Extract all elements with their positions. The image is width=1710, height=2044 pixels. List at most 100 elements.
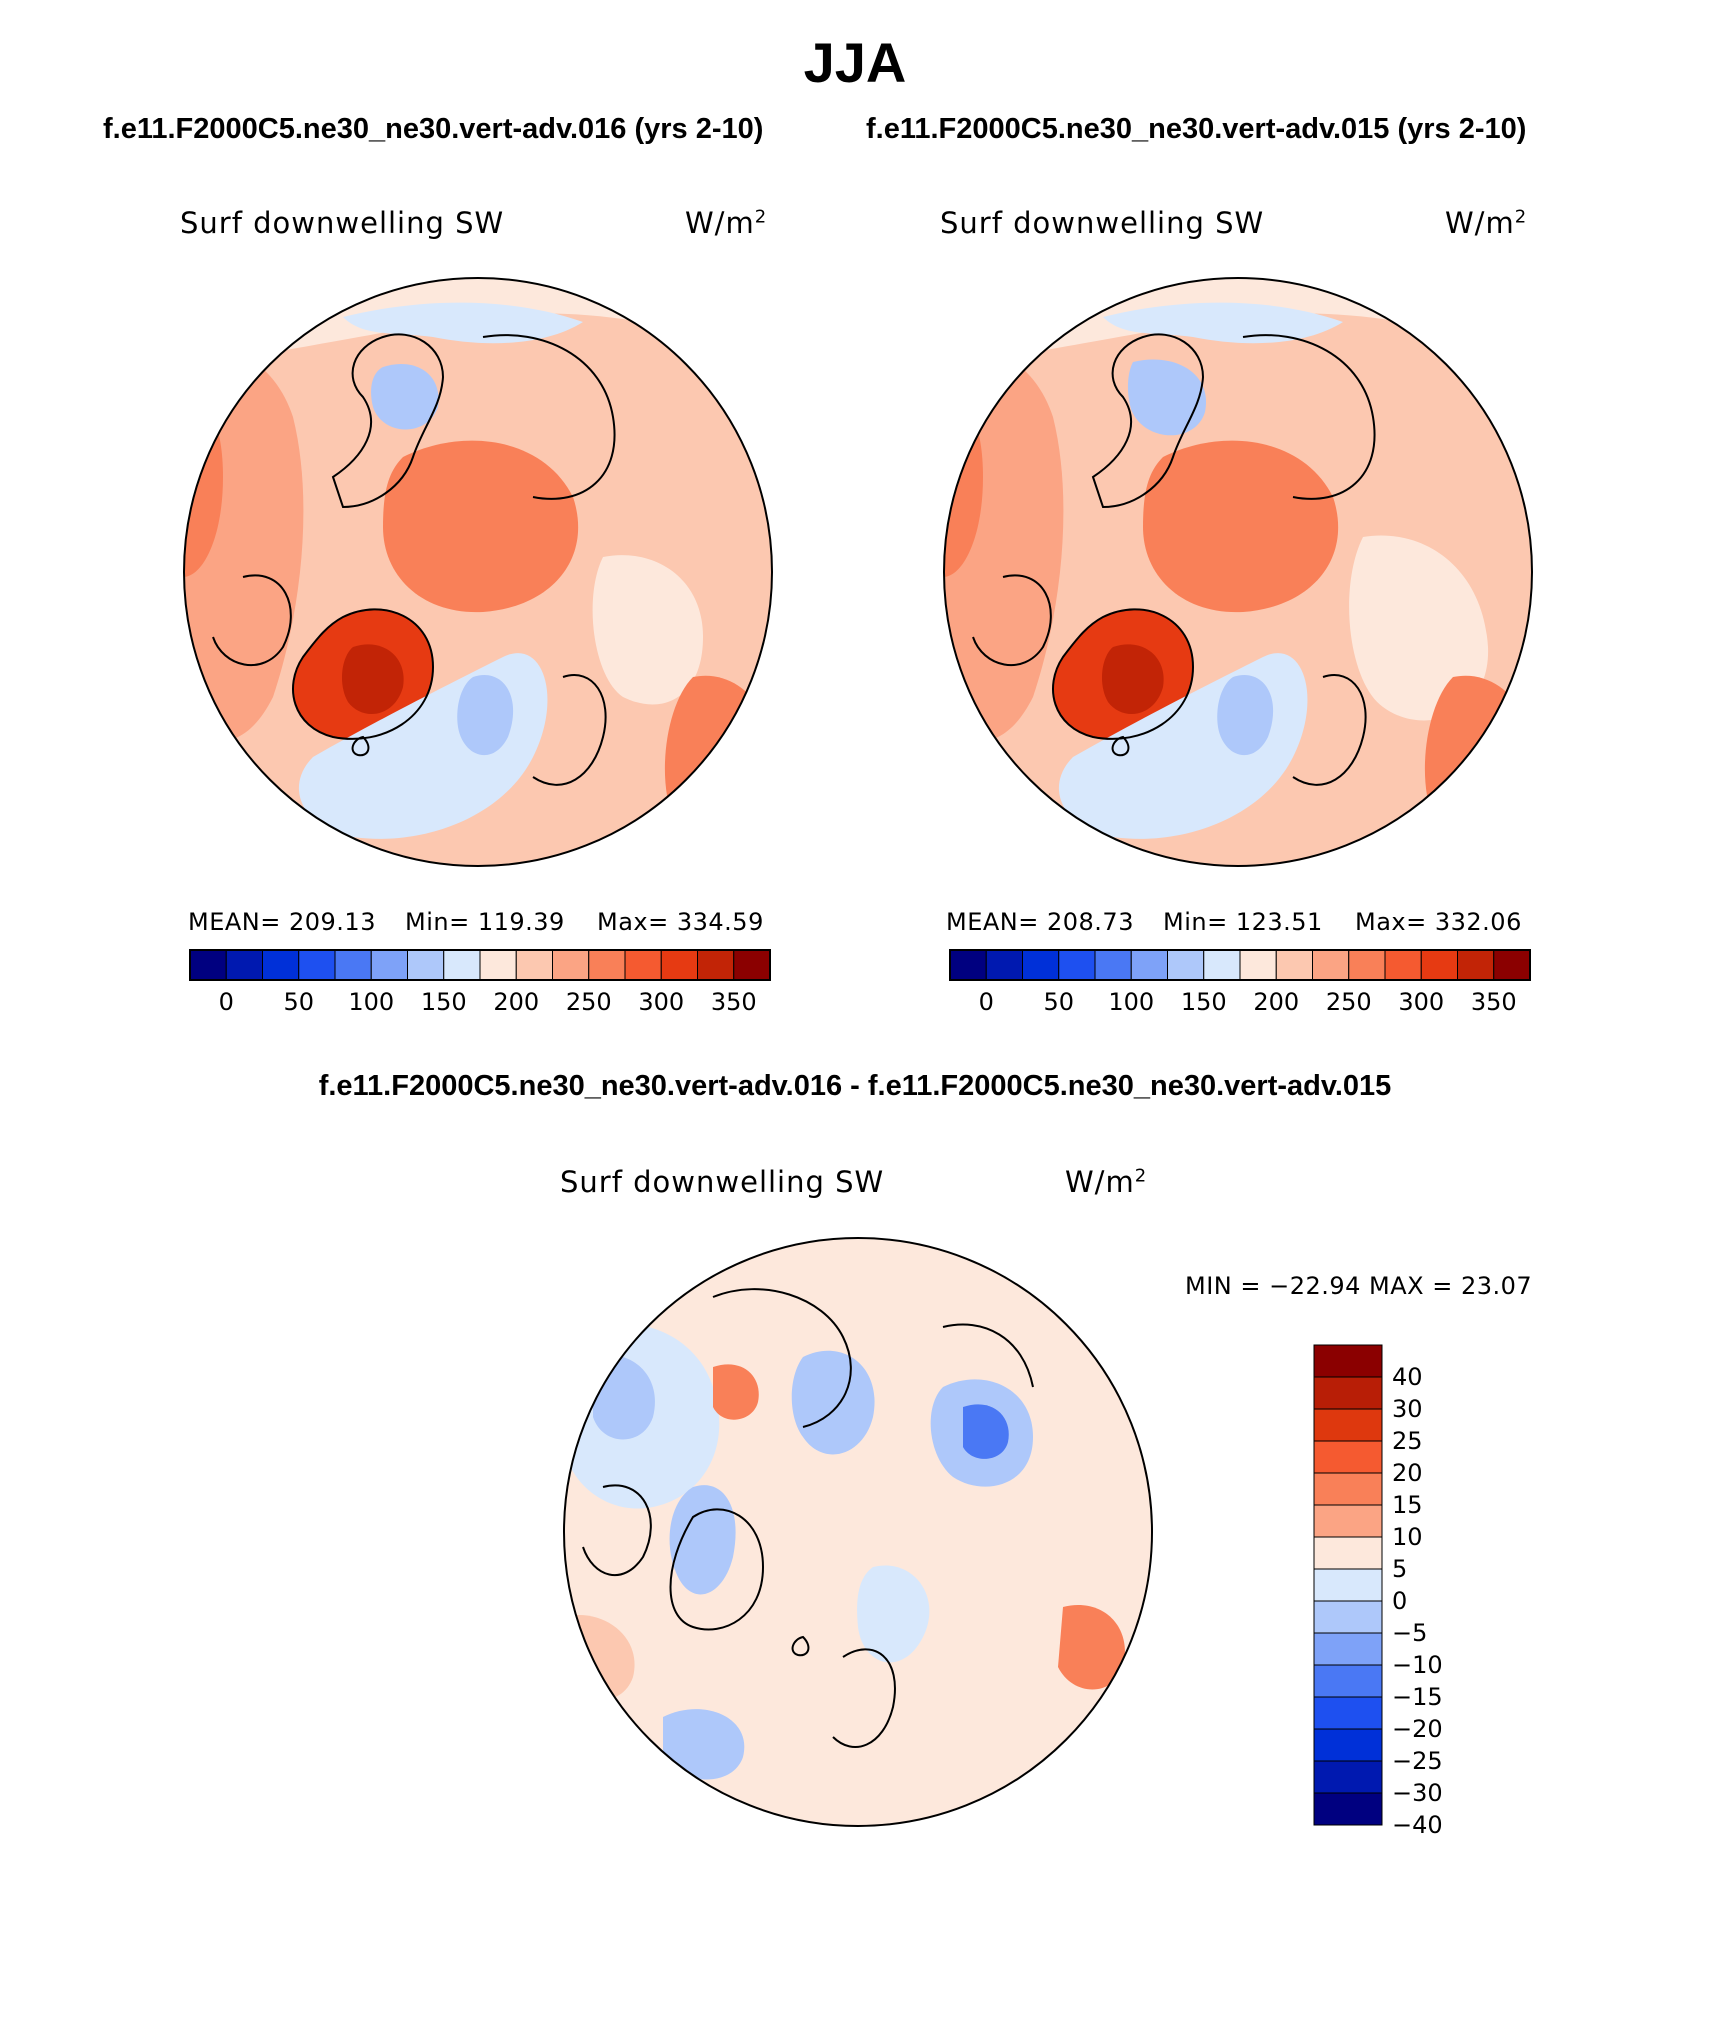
colorbar-diff-swatch-4 (1313, 1472, 1383, 1506)
colorbar1-outline (189, 949, 771, 981)
colorbar-diff-tick-label: −25 (1392, 1747, 1443, 1775)
diff-blue-region-3 (791, 1350, 875, 1455)
colorbar-panel2 (949, 949, 1531, 981)
colorbar-diff-tick-label: −15 (1392, 1683, 1443, 1711)
colorbar-diff-tick-label: −10 (1392, 1651, 1443, 1679)
map1-norwegian-sea-blue-region (457, 675, 514, 756)
colorbar2-swatch-2 (1022, 949, 1060, 981)
colorbar-diff-swatch-0 (1313, 1344, 1383, 1378)
colorbar-diff-swatch-1 (1313, 1376, 1383, 1410)
panel1-max: Max= 334.59 (597, 908, 764, 936)
map-panel1 (183, 277, 773, 867)
diff-red-region-1 (713, 1364, 759, 1420)
colorbar1-tick-label: 200 (493, 988, 540, 1016)
diff-title: f.e11.F2000C5.ne30_ne30.vert-adv.016 - f… (318, 1070, 1392, 1102)
colorbar2-tick-label: 100 (1108, 988, 1155, 1016)
colorbar-panel1-ticks: 0 50 100 150 200 250 300 350 (190, 988, 770, 1018)
diff-variable: Surf downwelling SW (560, 1165, 885, 1199)
panel2-max: Max= 332.06 (1355, 908, 1522, 936)
map1-europe-warm-region (664, 675, 772, 861)
panel1-mean: MEAN= 209.13 (188, 908, 376, 936)
colorbar-diff-tick-label: −20 (1392, 1715, 1443, 1743)
colorbar2-swatch-10 (1312, 949, 1350, 981)
colorbar-diff-swatch-14 (1313, 1792, 1383, 1826)
map2-boundary-circle (943, 277, 1533, 867)
panel1-units: W/m2 (685, 206, 768, 240)
colorbar1-swatch-4 (334, 949, 372, 981)
diff-boundary-circle (563, 1237, 1153, 1827)
colorbar2-swatch-7 (1203, 949, 1241, 981)
panel2-units: W/m2 (1445, 206, 1528, 240)
colorbar-diff-swatch-13 (1313, 1760, 1383, 1794)
colorbar1-swatch-14 (697, 949, 735, 981)
map-diff (563, 1237, 1153, 1827)
colorbar1-swatch-11 (588, 949, 626, 981)
colorbar1-tick-label: 0 (218, 988, 234, 1016)
map1-arctic-ocean-warm-region (383, 440, 579, 613)
colorbar-diff-tick-label: −30 (1392, 1779, 1443, 1807)
colorbar1-tick-label: 150 (420, 988, 467, 1016)
colorbar1-swatch-1 (225, 949, 263, 981)
colorbar-diff-tick-label: 30 (1392, 1395, 1423, 1423)
map1-bering-blue-region (343, 302, 583, 344)
colorbar-panel1 (189, 949, 771, 981)
colorbar2-tick-label: 250 (1325, 988, 1372, 1016)
map2-greenland-core-region (1101, 644, 1164, 714)
colorbar1-swatch-9 (515, 949, 553, 981)
colorbar-diff-tick-label: −40 (1392, 1811, 1443, 1839)
colorbar-diff-tick-label: 15 (1392, 1491, 1423, 1519)
colorbar-diff-swatch-10 (1313, 1664, 1383, 1698)
colorbar1-swatch-15 (733, 949, 771, 981)
colorbar-panel2-ticks: 0 50 100 150 200 250 300 350 (950, 988, 1530, 1018)
colorbar-diff-swatch-9 (1313, 1632, 1383, 1666)
colorbar-diff-swatch-11 (1313, 1696, 1383, 1730)
colorbar1-swatch-12 (624, 949, 662, 981)
map2-alaska-blue-region (1127, 359, 1207, 436)
colorbar1-swatch-10 (552, 949, 590, 981)
colorbar-diff-swatch-5 (1313, 1504, 1383, 1538)
map-panel2 (943, 277, 1533, 867)
panel2-mean: MEAN= 208.73 (946, 908, 1134, 936)
map1-boundary-circle (183, 277, 773, 867)
map2-arctic-ocean-warm-region (1143, 440, 1339, 613)
colorbar-diff-tick-label: 25 (1392, 1427, 1423, 1455)
colorbar2-tick-label: 200 (1253, 988, 1300, 1016)
colorbar-diff-swatch-12 (1313, 1728, 1383, 1762)
colorbar-diff-tick-label: 40 (1392, 1363, 1423, 1391)
colorbar-diff-tick-label: 5 (1392, 1555, 1408, 1583)
colorbar2-swatch-1 (985, 949, 1023, 981)
panel1-min: Min= 119.39 (405, 908, 565, 936)
colorbar1-tick-label: 100 (348, 988, 395, 1016)
diff-units: W/m2 (1065, 1165, 1148, 1199)
colorbar1-swatch-13 (660, 949, 698, 981)
map2-siberian-light-region (1349, 535, 1489, 721)
diff-blue-core-region (963, 1404, 1009, 1459)
diff-blue-region-5 (669, 1485, 736, 1595)
colorbar2-tick-label: 150 (1180, 988, 1227, 1016)
panel2-min: Min= 123.51 (1163, 908, 1323, 936)
colorbar-diff-tick-label: 10 (1392, 1523, 1423, 1551)
colorbar2-swatch-5 (1130, 949, 1168, 981)
colorbar-diff-tick-label: −5 (1392, 1619, 1428, 1647)
colorbar2-swatch-4 (1094, 949, 1132, 981)
diff-red-region-2 (1058, 1605, 1125, 1690)
colorbar1-tick-label: 250 (565, 988, 612, 1016)
colorbar-diff-tick-label: 0 (1392, 1587, 1408, 1615)
colorbar1-swatch-3 (298, 949, 336, 981)
colorbar1-tick-label: 300 (638, 988, 685, 1016)
colorbar-diff-swatch-7 (1313, 1568, 1383, 1602)
colorbar1-tick-label: 350 (710, 988, 757, 1016)
colorbar2-tick-label: 50 (1043, 988, 1075, 1016)
diff-blue-region-6 (663, 1709, 745, 1780)
map2-coastlines (972, 333, 1376, 786)
colorbar2-swatch-11 (1348, 949, 1386, 981)
colorbar2-swatch-8 (1239, 949, 1277, 981)
colorbar1-swatch-8 (479, 949, 517, 981)
colorbar-diff (1313, 1344, 1383, 1826)
colorbar1-swatch-0 (189, 949, 227, 981)
colorbar2-tick-label: 300 (1398, 988, 1445, 1016)
colorbar-diff-swatch-3 (1313, 1440, 1383, 1474)
figure-title: JJA (803, 31, 907, 94)
colorbar1-swatch-2 (262, 949, 300, 981)
colorbar2-tick-label: 350 (1470, 988, 1517, 1016)
